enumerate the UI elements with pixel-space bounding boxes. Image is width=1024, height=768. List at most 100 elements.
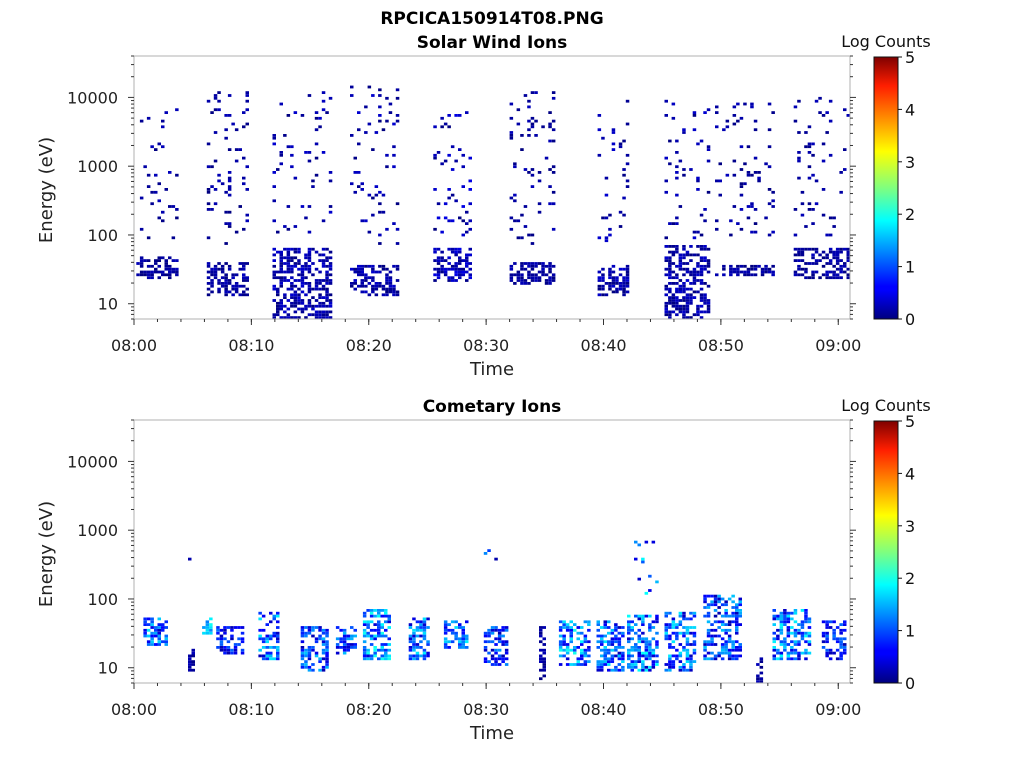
spectrogram-cell <box>767 165 772 169</box>
spectrogram-cell <box>699 259 704 262</box>
spectrogram-cell <box>732 270 737 274</box>
spectrogram-cell <box>362 640 367 644</box>
spectrogram-cell <box>710 643 714 646</box>
spectrogram-cell <box>738 600 742 604</box>
spectrogram-cell <box>715 125 719 129</box>
spectrogram-cell <box>828 276 833 280</box>
spectrogram-cell <box>230 626 234 629</box>
spectrogram-cell <box>307 205 312 208</box>
spectrogram-cell <box>675 139 679 143</box>
spectrogram-cell <box>217 287 221 291</box>
spectrogram-cell <box>675 290 679 294</box>
spectrogram-cell <box>450 279 455 282</box>
spectrogram-cell <box>387 614 391 618</box>
spectrogram-cell <box>385 165 389 169</box>
spectrogram-cell <box>366 648 370 652</box>
spectrogram-cell <box>685 293 690 297</box>
spectrogram-cell <box>706 606 711 609</box>
spectrogram-cell <box>828 651 833 655</box>
spectrogram-cell <box>821 620 826 624</box>
spectrogram-cell <box>380 646 384 649</box>
spectrogram-cell <box>335 651 340 655</box>
colorbar-tick-label: 2 <box>905 569 915 588</box>
spectrogram-cell <box>293 256 298 260</box>
spectrogram-cell <box>596 660 600 663</box>
spectrogram-cell <box>360 273 364 277</box>
spectrogram-cell <box>764 216 768 220</box>
spectrogram-cell <box>314 637 319 641</box>
spectrogram-cell <box>757 264 761 268</box>
spectrogram-cell <box>727 634 732 638</box>
spectrogram-cell <box>706 264 711 268</box>
spectrogram-cell <box>664 668 668 672</box>
spectrogram-cell <box>527 105 531 109</box>
spectrogram-cell <box>821 256 826 260</box>
spectrogram-cell <box>601 293 605 297</box>
spectrogram-cell <box>388 279 393 282</box>
spectrogram-cell <box>412 648 416 652</box>
spectrogram-cell <box>157 142 161 146</box>
spectrogram-cell <box>757 179 761 183</box>
spectrogram-cell <box>276 657 280 661</box>
spectrogram-cell <box>821 631 826 635</box>
spectrogram-cell <box>846 259 850 262</box>
spectrogram-cell <box>443 640 448 644</box>
spectrogram-cell <box>530 91 535 94</box>
spectrogram-cell <box>738 603 742 607</box>
spectrogram-cell <box>846 253 850 257</box>
spectrogram-cell <box>710 640 714 644</box>
spectrogram-cell <box>362 654 367 658</box>
spectrogram-cell <box>603 651 607 655</box>
spectrogram-cell <box>800 631 805 635</box>
spectrogram-cell <box>509 273 514 277</box>
spectrogram-cell <box>807 620 812 624</box>
spectrogram-cell <box>164 259 168 262</box>
spectrogram-cell <box>290 287 294 291</box>
spectrogram-cell <box>290 153 294 157</box>
spectrogram-cell <box>722 264 726 268</box>
x-tick-label: 08:40 <box>580 336 626 355</box>
spectrogram-cell <box>689 316 693 319</box>
spectrogram-cell <box>468 219 472 223</box>
spectrogram-cell <box>800 651 805 655</box>
spectrogram-cell <box>276 646 280 649</box>
spectrogram-cell <box>154 267 158 271</box>
spectrogram-cell <box>637 648 641 652</box>
spectrogram-cell <box>692 253 697 257</box>
spectrogram-cell <box>350 85 354 89</box>
spectrogram-cell <box>139 270 144 274</box>
spectrogram-cell <box>793 651 798 655</box>
spectrogram-cell <box>325 660 329 663</box>
spectrogram-cell <box>217 99 221 103</box>
spectrogram-cell <box>307 247 312 251</box>
spectrogram-cell <box>231 293 235 297</box>
spectrogram-cell <box>494 651 498 655</box>
spectrogram-cell <box>664 634 668 638</box>
spectrogram-cell <box>461 628 465 632</box>
spectrogram-cell <box>825 111 829 114</box>
spectrogram-cell <box>283 293 287 297</box>
spectrogram-cell <box>759 677 764 681</box>
spectrogram-cell <box>634 663 638 666</box>
spectrogram-cell <box>374 282 379 285</box>
spectrogram-cell <box>217 108 221 112</box>
spectrogram-cell <box>706 148 711 151</box>
spectrogram-cell <box>150 640 154 644</box>
spectrogram-cell <box>772 654 776 658</box>
spectrogram-cell <box>272 617 276 621</box>
spectrogram-cell <box>771 264 775 268</box>
spectrogram-cell <box>206 99 211 103</box>
spectrogram-cell <box>388 284 393 288</box>
spectrogram-cell <box>443 202 448 206</box>
spectrogram-cell <box>832 253 836 257</box>
spectrogram-cell <box>759 660 764 663</box>
spectrogram-cell <box>641 668 645 672</box>
spectrogram-cell <box>797 247 801 251</box>
spectrogram-cell <box>154 643 158 646</box>
spectrogram-cell <box>713 643 718 646</box>
spectrogram-cell <box>388 282 393 285</box>
spectrogram-cell <box>671 276 676 280</box>
spectrogram-cell <box>497 634 502 638</box>
spectrogram-cell <box>783 620 787 624</box>
spectrogram-cell <box>685 316 690 319</box>
